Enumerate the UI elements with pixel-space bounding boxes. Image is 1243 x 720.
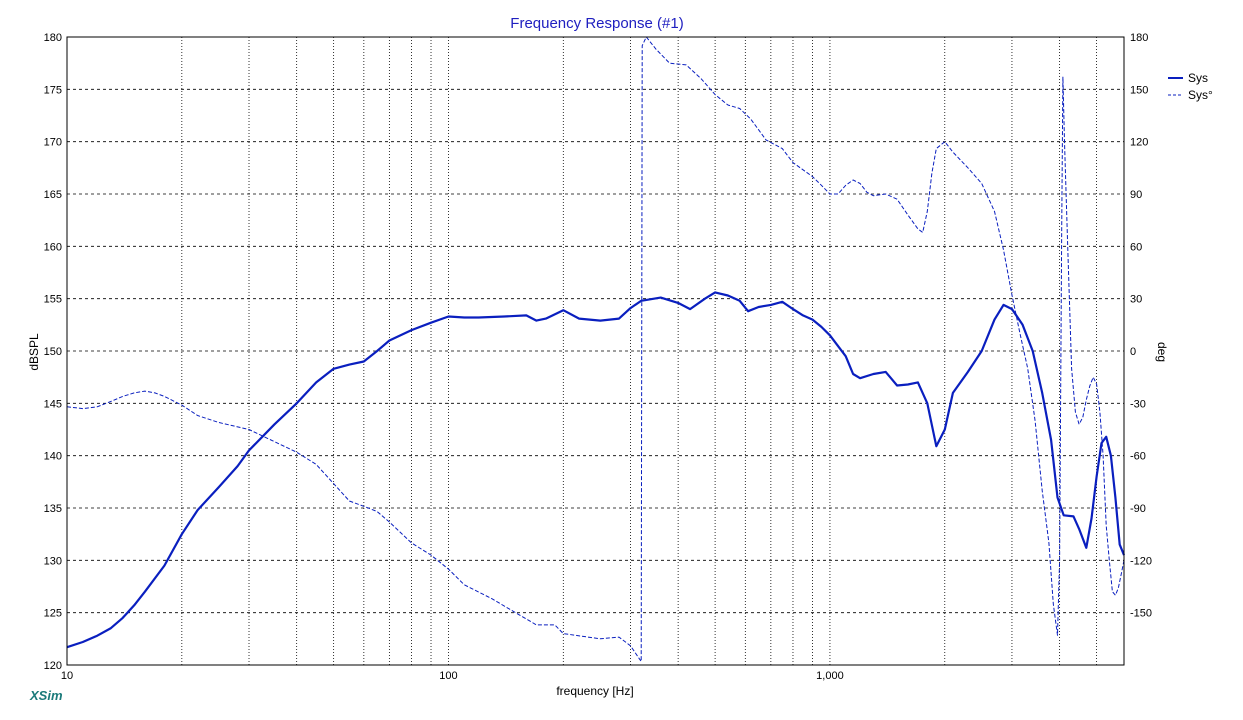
y-left-tick-label: 125 bbox=[44, 608, 62, 620]
y-right-tick-label: -30 bbox=[1130, 398, 1146, 410]
x-axis-label: frequency [Hz] bbox=[556, 684, 633, 698]
legend: Sys Sys° bbox=[1168, 71, 1213, 102]
y-right-tick-label: 60 bbox=[1130, 241, 1142, 253]
y-right-tick-label: 150 bbox=[1130, 84, 1148, 96]
grid bbox=[67, 37, 1124, 665]
y-left-tick-label: 175 bbox=[44, 84, 62, 96]
y-left-tick-label: 170 bbox=[44, 137, 62, 149]
y-right-tick-label: 30 bbox=[1130, 294, 1142, 306]
y-left-tick-label: 160 bbox=[44, 241, 62, 253]
y-left-tick-label: 130 bbox=[44, 555, 62, 567]
chart-title: Frequency Response (#1) bbox=[510, 15, 683, 32]
y-left-tick-label: 135 bbox=[44, 503, 62, 515]
y-left-tick-label: 120 bbox=[44, 660, 62, 672]
legend-entry: Sys bbox=[1188, 71, 1208, 85]
series-group bbox=[66, 36, 1126, 662]
legend-entry: Sys° bbox=[1188, 88, 1213, 102]
y-left-tick-label: 165 bbox=[44, 189, 62, 201]
brand-label: XSim bbox=[29, 688, 63, 703]
x-tick-label: 10 bbox=[61, 670, 73, 682]
tick-labels: 120 125 130 135 140 145 150 155 160 165 170 175 180 -… bbox=[44, 32, 1152, 682]
y-right-tick-label: -90 bbox=[1130, 503, 1146, 515]
x-tick-label: 100 bbox=[439, 670, 457, 682]
y-right-tick-label: 180 bbox=[1130, 32, 1148, 44]
y-left-tick-label: 145 bbox=[44, 398, 62, 410]
y-right-tick-label: -60 bbox=[1130, 451, 1146, 463]
y-right-tick-label: 0 bbox=[1130, 346, 1136, 358]
y-right-tick-label: -150 bbox=[1130, 608, 1152, 620]
y-right-tick-label: 90 bbox=[1130, 189, 1142, 201]
x-tick-label: 1,000 bbox=[816, 670, 844, 682]
y-axis-label-left: dBSPL bbox=[27, 333, 41, 371]
series-line-spl bbox=[66, 291, 1126, 649]
y-axis-label-right: deg bbox=[1155, 342, 1169, 362]
y-right-tick-label: -120 bbox=[1130, 555, 1152, 567]
y-left-tick-label: 150 bbox=[44, 346, 62, 358]
series-line-phase bbox=[66, 36, 1125, 662]
plot-area-border bbox=[66, 36, 1125, 666]
y-right-tick-label: 120 bbox=[1130, 137, 1148, 149]
y-left-tick-label: 180 bbox=[44, 32, 62, 44]
y-left-tick-label: 155 bbox=[44, 294, 62, 306]
y-left-tick-label: 140 bbox=[44, 451, 62, 463]
